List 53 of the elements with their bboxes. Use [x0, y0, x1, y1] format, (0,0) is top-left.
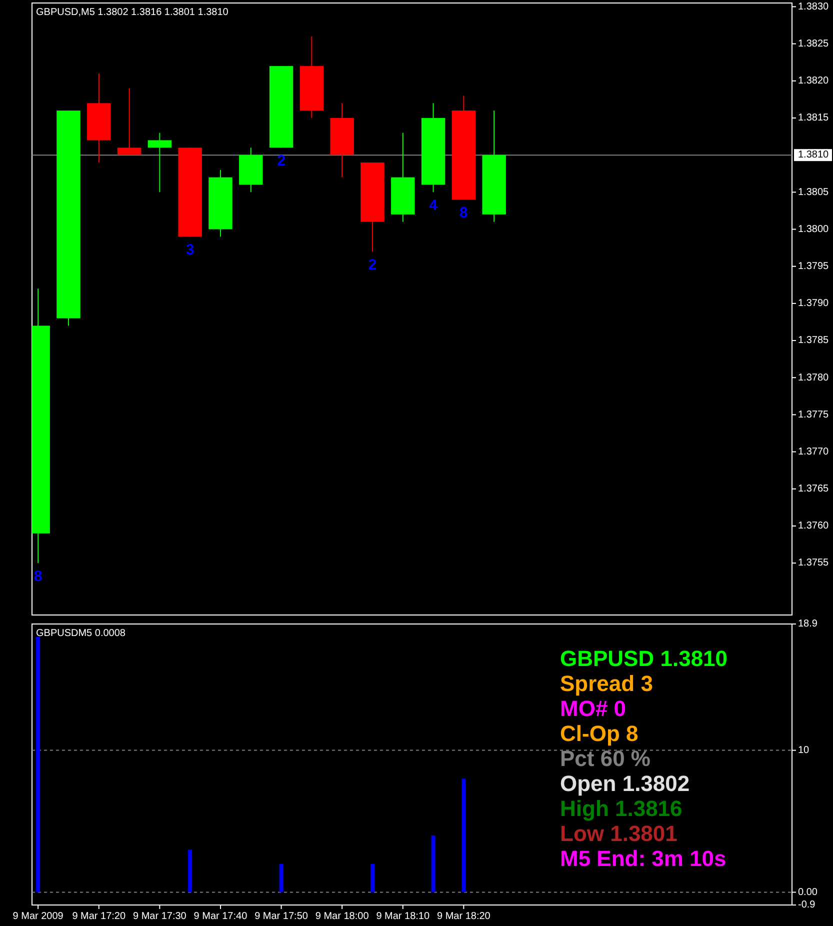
y-tick-label: 1.3830: [798, 1, 830, 12]
y-tick-label: 1.3780: [798, 372, 830, 384]
y-tick-label: 1.3770: [798, 446, 830, 458]
annotation: 2: [277, 152, 286, 170]
x-tick-label: 9 Mar 18:00: [315, 911, 370, 922]
bar: [188, 850, 192, 892]
y-tick-label: 1.3765: [798, 484, 830, 495]
x-tick-label: 9 Mar 18:10: [376, 911, 430, 922]
y-tick-label: 1.3800: [798, 224, 830, 235]
y-tick-label: 10: [798, 744, 810, 756]
y-tick-label: 1.3785: [798, 335, 830, 346]
x-tick-label: 9 Mar 17:50: [254, 911, 308, 922]
candlestick: [148, 132, 172, 193]
ref-line-label: 1.3810: [798, 150, 830, 161]
y-tick-label: -0.9: [798, 900, 816, 911]
annotation: MO# 0: [560, 696, 626, 721]
y-tick-label: 1.3795: [798, 260, 830, 272]
x-tick-label: 9 Mar 2009: [12, 911, 64, 922]
y-tick-label: 0.00: [798, 886, 818, 898]
chart-title: GBPUSDM5 0.0008: [36, 628, 126, 639]
annotation: Pct 60 %: [560, 746, 650, 771]
annotation: M5 End: 3m 10s: [560, 846, 726, 871]
annotation: 8: [460, 204, 468, 222]
candlestick: [117, 88, 142, 156]
y-tick-label: 18.9: [798, 618, 818, 630]
bar: [279, 864, 284, 892]
x-tick-label: 9 Mar 18:20: [436, 911, 491, 922]
y-tick-label: 1.3825: [798, 38, 830, 50]
y-tick-label: 1.3760: [798, 520, 830, 532]
bar: [462, 778, 466, 892]
x-tick-label: 9 Mar 17:30: [132, 911, 187, 922]
y-tick-label: 1.3815: [798, 112, 830, 124]
x-tick-label: 9 Mar 17:40: [194, 911, 248, 922]
annotation: 4: [429, 197, 438, 214]
annotation: Cl-Op 8: [560, 721, 638, 746]
annotation: 3: [186, 242, 194, 259]
y-tick-label: 1.3755: [798, 558, 830, 569]
y-tick-label: 1.3790: [798, 298, 830, 310]
y-tick-label: 1.3775: [798, 409, 830, 420]
y-tick-label: 1.3805: [798, 186, 830, 198]
annotation: 2: [368, 256, 377, 274]
chart-title: GBPUSD,M5 1.3802 1.3816 1.3801 1.3810: [36, 7, 229, 18]
annotation: Open 1.3802: [560, 771, 690, 796]
annotation: 8: [34, 568, 42, 586]
annotation: Low 1.3801: [560, 821, 678, 846]
bar: [431, 835, 436, 892]
y-tick-label: 1.3820: [798, 76, 830, 87]
bar: [370, 864, 374, 892]
annotation: GBPUSD 1.3810: [560, 646, 728, 671]
x-tick-label: 9 Mar 17:20: [72, 911, 126, 922]
annotation: Spread 3: [560, 671, 653, 696]
annotation: High 1.3816: [560, 796, 682, 821]
bar: [36, 636, 40, 892]
